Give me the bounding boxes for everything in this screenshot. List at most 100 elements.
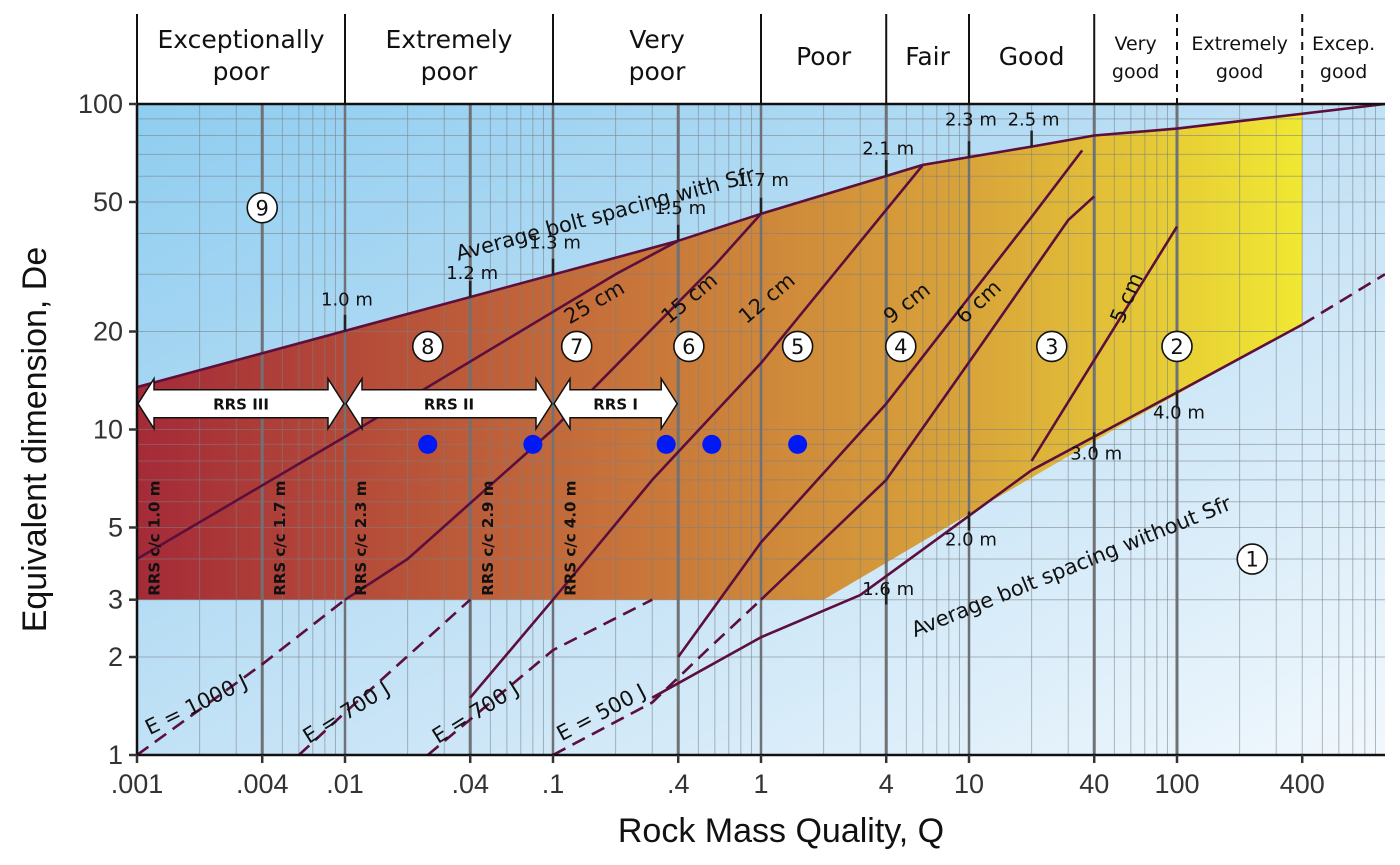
rrs-range-arrow bbox=[137, 376, 345, 432]
class-label: Poor bbox=[796, 42, 852, 71]
rrs-label: RRS c/c 2.3 m bbox=[352, 481, 370, 596]
bolt-spacing-label: 2.0 m bbox=[945, 530, 997, 551]
x-tick-label: 400 bbox=[1280, 769, 1325, 799]
series-average-bolt-spacing-without-sfr bbox=[1301, 273, 1385, 326]
thickness-boundary-line bbox=[1030, 225, 1179, 462]
zone-number: 9 bbox=[256, 196, 269, 220]
zone-number: 8 bbox=[421, 335, 434, 359]
rrs-range-arrow bbox=[553, 376, 679, 432]
class-label-line: poor bbox=[213, 57, 270, 86]
zone-circle bbox=[884, 330, 917, 363]
rrs-range-label: RRS II bbox=[424, 396, 474, 414]
series-average-bolt-spacing-with-sfr bbox=[137, 104, 1385, 389]
zone-circle bbox=[1161, 330, 1193, 363]
zone-number: 1 bbox=[1246, 548, 1259, 572]
class-label-line: good bbox=[1320, 61, 1367, 83]
bolt-spacing-label: 3.0 m bbox=[1070, 443, 1122, 464]
zone-circle bbox=[781, 330, 814, 363]
series-e-500-j bbox=[552, 598, 762, 755]
thickness-boundary-line bbox=[137, 239, 679, 561]
support-region bbox=[137, 112, 1303, 600]
bolt-spacing-label: 4.0 m bbox=[1153, 403, 1205, 424]
y-tick-label: 1 bbox=[108, 740, 123, 770]
bolt-spacing-label: 1.2 m bbox=[446, 263, 498, 284]
zone-number: 7 bbox=[570, 335, 583, 359]
series-average-bolt-spacing-without-sfr bbox=[760, 593, 861, 639]
zone-circle bbox=[246, 191, 279, 224]
x-tick-label: 4 bbox=[879, 769, 894, 799]
class-label-line: good bbox=[1112, 61, 1159, 83]
data-point bbox=[788, 434, 808, 454]
y-tick-label: 20 bbox=[93, 317, 123, 347]
bolt-spacing-label: 1.3 m bbox=[529, 232, 581, 253]
zone-circle bbox=[411, 330, 444, 363]
x-tick-label: .4 bbox=[667, 769, 690, 799]
data-point bbox=[656, 434, 676, 454]
data-point bbox=[523, 434, 543, 454]
x-tick-label: 1 bbox=[753, 769, 768, 799]
zone-number: 5 bbox=[791, 335, 804, 359]
x-tick-label: .01 bbox=[326, 769, 364, 799]
rrs-label: RRS c/c 4.0 m bbox=[562, 481, 580, 596]
thickness-boundary-line bbox=[760, 195, 1096, 601]
class-label: Excep. good bbox=[1312, 33, 1375, 83]
class-label-line: Extremely bbox=[1191, 33, 1288, 55]
zone-number: 6 bbox=[682, 335, 695, 359]
rrs-label: RRS c/c 1.0 m bbox=[146, 481, 164, 596]
thickness-boundary-line bbox=[469, 164, 924, 699]
rrs-label: RRS c/c 1.7 m bbox=[271, 481, 289, 596]
y-tick-label: 2 bbox=[108, 642, 123, 672]
y-tick-label: 3 bbox=[108, 585, 123, 615]
series-average-bolt-spacing-without-sfr bbox=[859, 469, 1033, 597]
class-header: Exceptionally poor Extremely poor Very poor Po… bbox=[136, 14, 1385, 104]
class-label: Exceptionally poor bbox=[157, 25, 324, 86]
x-tick-label: 40 bbox=[1079, 769, 1109, 799]
zone-number: 3 bbox=[1045, 335, 1058, 359]
class-label: Extremely poor bbox=[386, 25, 513, 86]
rrs-range-label: RRS I bbox=[593, 396, 638, 414]
series-average-bolt-spacing-without-sfr bbox=[1031, 391, 1178, 472]
y-axis-title: Equivalent dimension, De bbox=[16, 247, 54, 633]
class-label-line: Extremely bbox=[386, 25, 513, 54]
rrs-range-arrow bbox=[345, 376, 553, 432]
series-lines bbox=[137, 104, 1385, 755]
bolt-spacing-label: 2.1 m bbox=[862, 138, 914, 159]
series-average-bolt-spacing-without-sfr bbox=[1176, 323, 1303, 394]
zone-number: 4 bbox=[894, 335, 907, 359]
y-tick-label: 100 bbox=[78, 89, 123, 119]
class-label-line: good bbox=[1216, 61, 1263, 83]
y-tick-label: 10 bbox=[93, 415, 123, 445]
class-label: Extremely good bbox=[1191, 33, 1288, 83]
class-label-line: poor bbox=[421, 57, 478, 86]
x-tick-label: .004 bbox=[236, 769, 289, 799]
rrs-range-label: RRS III bbox=[213, 396, 269, 414]
x-tick-label: .1 bbox=[542, 769, 565, 799]
class-label-line: Excep. bbox=[1312, 33, 1375, 55]
class-label: Very good bbox=[1112, 33, 1159, 83]
axes: 1 2 3 5 10 20 50 100 .001 .004 .01 .04 .1 .4 1 4 10 40 100… bbox=[16, 89, 1385, 850]
series-e-1000-j bbox=[137, 598, 346, 755]
x-tick-label: .001 bbox=[111, 769, 164, 799]
thickness-boundary-line bbox=[677, 149, 1084, 658]
class-label: Good bbox=[999, 42, 1065, 71]
zone-circle bbox=[560, 330, 593, 363]
class-label: Very poor bbox=[629, 25, 686, 86]
y-tick-label: 50 bbox=[93, 187, 123, 217]
class-label-line: Exceptionally bbox=[157, 25, 324, 54]
data-point bbox=[702, 434, 722, 454]
class-label: Fair bbox=[905, 42, 950, 71]
series-average-bolt-spacing-without-sfr bbox=[651, 636, 762, 699]
class-label-line: Very bbox=[629, 25, 685, 54]
bolt-spacing-label: 2.5 m bbox=[1008, 109, 1060, 130]
class-label-line: Very bbox=[1114, 33, 1156, 55]
bolt-spacing-label: 1.0 m bbox=[321, 290, 373, 311]
data-point bbox=[418, 434, 438, 454]
zone-circle bbox=[1236, 543, 1269, 575]
class-label-line: poor bbox=[629, 57, 686, 86]
bolt-spacing-label: 2.3 m bbox=[945, 109, 997, 130]
bolt-spacing-label: 1.6 m bbox=[862, 579, 914, 600]
zone-circle bbox=[1035, 330, 1068, 363]
bolt-spacing-label: 1.7 m bbox=[737, 170, 789, 191]
thickness-boundary-line bbox=[344, 212, 762, 601]
